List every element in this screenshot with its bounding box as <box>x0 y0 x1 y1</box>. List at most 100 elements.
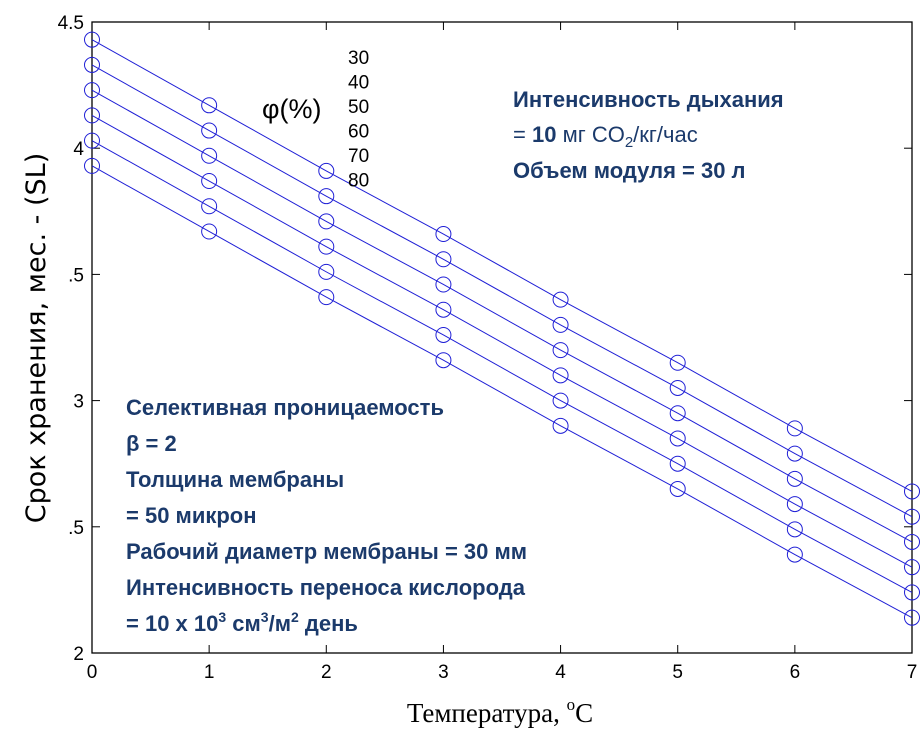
y-tick-label: 3 <box>73 392 84 413</box>
x-tick-label: 2 <box>321 662 332 683</box>
x-tick-label: 7 <box>907 662 918 683</box>
legend-value-80: 80 <box>348 171 369 192</box>
axis-ticks: 0 1 2 3 4 5 6 7 2 .5 3 .5 4 4.5 <box>58 13 918 683</box>
legend-value-40: 40 <box>348 73 369 94</box>
data-point <box>669 379 686 396</box>
thickness-label: Толщина мембраны <box>126 467 344 492</box>
data-point <box>552 316 569 333</box>
data-point <box>786 470 803 487</box>
series-line <box>91 114 913 568</box>
legend-value-30: 30 <box>348 48 369 69</box>
y-tick-label: 4.5 <box>58 13 84 34</box>
series-phi-50 <box>84 82 920 550</box>
data-point <box>318 188 335 205</box>
y-tick-label: .5 <box>68 518 84 539</box>
series-phi-40 <box>84 56 920 525</box>
data-point <box>84 56 100 73</box>
data-point <box>435 251 452 268</box>
data-point <box>435 326 452 343</box>
legend-value-50: 50 <box>348 97 369 118</box>
data-point <box>201 122 218 139</box>
data-point <box>84 82 100 99</box>
y-tick-label: 2 <box>73 644 84 665</box>
legend-value-70: 70 <box>348 146 369 167</box>
series-line <box>91 140 913 593</box>
beta-value: β = 2 <box>126 431 177 456</box>
data-point <box>435 301 452 318</box>
x-axis-label: Температура, oC <box>407 695 593 728</box>
data-point <box>786 445 803 462</box>
y-tick-label: .5 <box>68 265 84 286</box>
data-point <box>318 162 335 179</box>
data-point <box>669 430 686 447</box>
series-line <box>91 39 913 492</box>
x-tick-label: 4 <box>555 662 566 683</box>
x-tick-label: 5 <box>672 662 683 683</box>
diameter-label: Рабочий диаметр мембраны = 30 мм <box>126 539 527 564</box>
thickness-value: = 50 микрон <box>126 503 257 528</box>
data-point <box>669 455 686 472</box>
x-tick-label: 3 <box>438 662 449 683</box>
data-point <box>552 367 569 384</box>
data-point <box>552 392 569 409</box>
legend-values: 30 40 50 60 70 80 <box>348 48 369 192</box>
data-point <box>84 107 100 124</box>
data-point <box>904 609 920 626</box>
x-tick-label: 1 <box>204 662 215 683</box>
legend-title: φ(%) <box>262 94 322 124</box>
x-axis-label-degree: o <box>567 695 576 714</box>
series-line <box>91 64 913 518</box>
respiration-line-2: = 10 мг CO2/кг/час <box>513 122 698 151</box>
data-point <box>669 405 686 422</box>
data-point <box>318 213 335 230</box>
respiration-line-1: Интенсивность дыхания <box>513 87 784 112</box>
membrane-annotation: Селективная проницаемость β = 2 Толщина … <box>126 395 527 636</box>
x-axis-label-text: Температура, <box>407 698 567 728</box>
data-point <box>552 417 569 434</box>
data-point <box>904 533 920 550</box>
data-point <box>669 480 686 497</box>
data-point <box>904 508 920 525</box>
series-phi-70 <box>84 132 920 601</box>
data-point <box>201 223 218 240</box>
x-axis-label-unit: C <box>575 698 593 728</box>
oxygen-transfer-value: = 10 x 103 см3/м2 день <box>126 609 358 636</box>
data-point <box>904 584 920 601</box>
data-point <box>318 289 335 306</box>
series-line <box>91 89 913 543</box>
data-point <box>435 352 452 369</box>
data-point <box>552 342 569 359</box>
series-phi-80 <box>84 157 920 626</box>
data-point <box>552 291 569 308</box>
data-point <box>669 354 686 371</box>
data-point <box>435 276 452 293</box>
module-volume: Объем модуля = 30 л <box>513 158 746 183</box>
data-point <box>318 263 335 280</box>
data-point <box>786 521 803 538</box>
data-point <box>84 31 100 48</box>
data-point <box>786 420 803 437</box>
data-point <box>904 559 920 576</box>
y-tick-label: 4 <box>73 139 84 160</box>
x-tick-label: 0 <box>87 662 98 683</box>
y-axis-label: Срок хранения, мес. - (SL) <box>21 153 52 524</box>
data-point <box>904 483 920 500</box>
oxygen-transfer-label: Интенсивность переноса кислорода <box>126 575 526 600</box>
respiration-annotation: Интенсивность дыхания = 10 мг CO2/кг/час… <box>513 87 784 183</box>
data-point <box>84 157 100 174</box>
data-point <box>84 132 100 149</box>
data-point <box>786 546 803 563</box>
selectivity-label: Селективная проницаемость <box>126 395 444 420</box>
data-point <box>435 226 452 243</box>
series-phi-30 <box>84 31 920 500</box>
data-point <box>786 496 803 513</box>
data-series <box>84 31 920 626</box>
data-point <box>318 238 335 255</box>
plot-frame <box>91 21 913 654</box>
x-tick-label: 6 <box>790 662 801 683</box>
series-line <box>91 165 913 619</box>
data-point <box>201 147 218 164</box>
data-point <box>201 198 218 215</box>
data-point <box>201 173 218 190</box>
